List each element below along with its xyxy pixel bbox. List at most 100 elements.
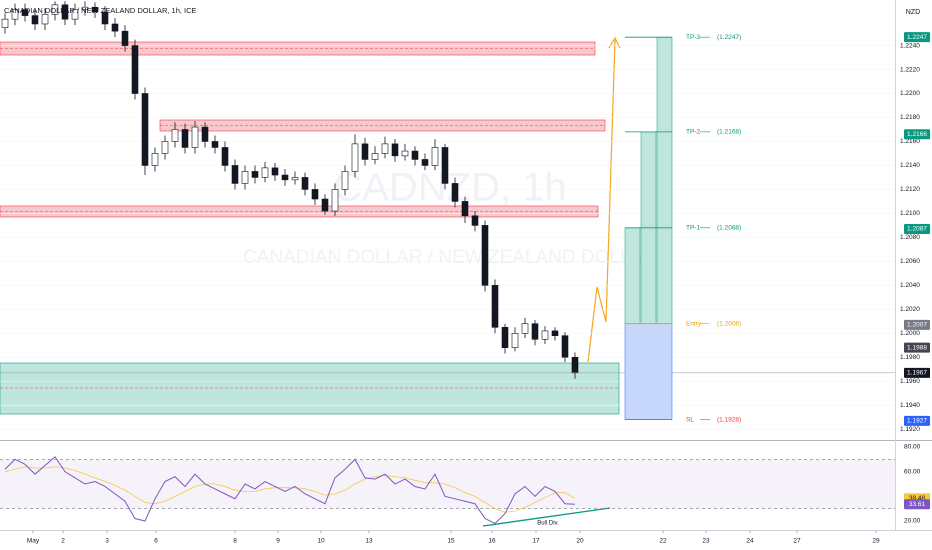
resistance-zone [0,205,599,218]
y-tick-label: 1.1960 [900,378,920,385]
candle-body [531,323,539,340]
candle-body [251,171,259,178]
rsi-tick-label: 60.00 [904,468,921,475]
candle-body [331,189,339,212]
currency-label: NZD [906,9,920,16]
candle-body [281,174,289,181]
target-bar [624,227,641,324]
level-value: (1.2088) [717,225,741,232]
y-tick-label: 1.1980 [900,354,920,361]
level-name: TP-3 [686,34,700,41]
x-tick-label: 15 [447,538,455,545]
candle-body [511,332,519,348]
price-badge-label: 1.2166 [907,131,927,138]
watermark-subtitle: CANADIAN DOLLAR / NEW ZEALAND DOLLAR [243,247,657,268]
candle-body [41,14,49,25]
candle-body [291,177,299,181]
candle-body [431,147,439,166]
candle-body [301,177,309,190]
x-tick-label: 17 [532,538,540,545]
x-tick-label: 3 [105,538,109,545]
candle-body [201,126,209,142]
level-value: (1.2008) [717,320,741,327]
candle-body [71,9,79,20]
y-tick-label: 1.2060 [900,258,920,265]
candle-body [551,330,559,336]
candle-body [141,93,149,166]
y-tick-label: 1.1920 [900,426,920,433]
level-name: SL [686,416,694,423]
price-badge-label: 1.1988 [907,344,927,351]
candle-body [151,153,159,166]
y-tick-label: 1.2080 [900,234,920,241]
y-tick-label: 1.1940 [900,402,920,409]
x-tick-label: 24 [746,538,754,545]
candle-body [391,143,399,157]
candle-body [471,215,479,226]
candle-body [491,285,499,328]
x-tick-label: 8 [233,538,237,545]
candle-body [401,150,409,157]
rsi-badge [904,499,930,510]
rsi-band [0,459,895,509]
watermark: CADNZD, 1h [333,166,566,210]
rsi-badge-label: 38.48 [909,495,926,502]
level-value: (1.2168) [717,129,741,136]
level-name: TP-1 [686,225,700,232]
y-tick-label: 1.2020 [900,306,920,313]
y-tick-label: 1.2140 [900,162,920,169]
x-tick-label: 20 [576,538,584,545]
candle-body [21,9,29,16]
rsi-line [4,466,576,513]
y-tick-label: 1.2240 [900,42,920,49]
candle-body [171,129,179,142]
last-price-badge [904,367,930,378]
candle-body [51,4,59,15]
x-tick-label: 9 [276,538,280,545]
candle-body [111,23,119,32]
candle-body [351,143,359,172]
price-badge [904,32,930,43]
candle-body [451,183,459,202]
candle-body [521,323,529,334]
candle-body [341,171,349,190]
x-tick-label: 10 [317,538,325,545]
candle-body [121,30,129,46]
y-tick-label: 1.2000 [900,330,920,337]
candle-body [191,126,199,148]
price-badge-label: 1.2007 [907,322,927,329]
candle-body [1,18,9,28]
candle-body [91,6,99,13]
x-tick-label: 23 [702,538,710,545]
candle-body [271,167,279,176]
y-tick-label: 1.2160 [900,138,920,145]
price-badge-label: 1.1927 [907,418,927,425]
candle-body [261,167,269,178]
candle-body [221,147,229,166]
y-tick-label: 1.2200 [900,90,920,97]
candle-body [481,225,489,286]
level-value: (1.2247) [717,34,741,41]
projection-arrow [587,36,621,363]
chart-title: CANADIAN DOLLAR / NEW ZEALAND DOLLAR, 1h… [4,6,197,15]
x-tick-label: 13 [365,538,373,545]
candle-body [321,198,329,212]
candle-body [161,141,169,154]
candle-body [61,4,69,20]
price-badge [904,342,930,353]
candle-body [181,129,189,148]
candle-body [501,327,509,348]
candle-body [411,150,419,160]
y-tick-label: 1.2120 [900,186,920,193]
x-tick-label: 22 [659,538,667,545]
level-value: (1.1928) [717,416,741,423]
price-badge-label: 1.2247 [907,34,927,41]
candle-body [211,141,219,148]
price-badge [904,129,930,140]
y-tick-label: 1.2220 [900,66,920,73]
rsi-tick-label: 80.00 [904,444,921,451]
candle-body [561,335,569,358]
stop-bar [624,323,673,420]
